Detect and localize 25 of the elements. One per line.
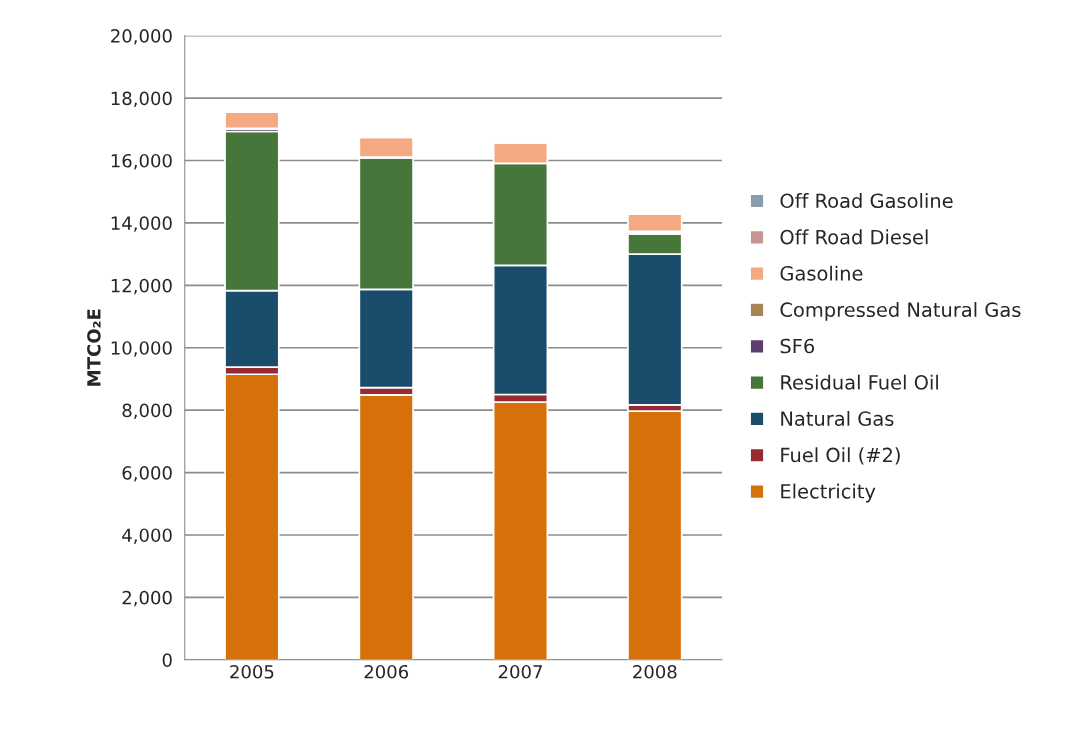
x-tick-label: 2007	[498, 664, 542, 679]
legend-label: Compressed Natural Gas	[780, 302, 1021, 321]
y-tick-label: 8,000	[122, 403, 172, 420]
legend-label: Natural Gas	[781, 410, 894, 426]
legend-label: Off Road Diesel	[780, 229, 928, 245]
y-tick-label: 16,000	[111, 153, 172, 170]
y-tick-label: 10,000	[111, 341, 172, 357]
y-tick-label: 6,000	[122, 466, 172, 482]
y-tick-label: 18,000	[111, 91, 172, 108]
legend-label: Off Road Gasoline	[780, 193, 953, 209]
y-tick-label: 12,000	[111, 278, 172, 295]
legend-label: Fuel Oil (#2)	[781, 447, 900, 465]
x-tick-label: 2008	[633, 664, 677, 679]
legend-label: Gasoline	[780, 265, 863, 281]
legend-label: SF6	[780, 338, 815, 354]
y-tick-label: 2,000	[122, 590, 172, 607]
x-tick-label: 2006	[364, 664, 409, 679]
y-tick-label: 14,000	[111, 216, 172, 232]
legend-label: Residual Fuel Oil	[781, 374, 938, 390]
legend-label: Electricity	[781, 483, 876, 503]
y-tick-label: 0	[162, 653, 172, 667]
y-tick-label: 20,000	[111, 29, 172, 45]
y-tick-label: 4,000	[122, 528, 172, 544]
x-tick-label: 2005	[230, 664, 274, 679]
y-axis-title: MTCO₂E	[87, 309, 101, 386]
